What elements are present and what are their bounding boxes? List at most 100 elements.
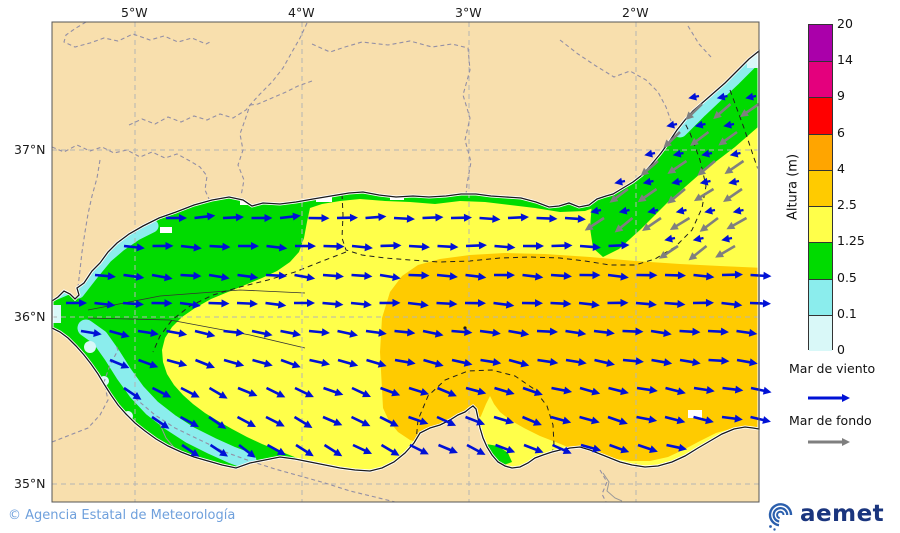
wind-legend-arrow: [808, 394, 850, 402]
wind-arrow: [436, 415, 457, 427]
swell-contour: [729, 89, 759, 173]
swell-arrow: [715, 244, 736, 258]
wind-arrow: [750, 271, 772, 280]
wind-arrow: [464, 299, 486, 308]
wind-arrow: [208, 299, 230, 308]
wind-arrow: [522, 386, 543, 397]
wind-arrow: [223, 328, 245, 337]
wind-arrow: [166, 329, 188, 338]
wind-arrow: [636, 415, 658, 424]
wind-arrow: [323, 443, 343, 457]
wind-arrow: [578, 300, 600, 309]
wind-arrow: [551, 443, 572, 454]
wind-arrow: [479, 214, 501, 223]
copyright-text: © Agencia Estatal de Meteorología: [8, 508, 236, 523]
wind-arrow: [651, 358, 673, 367]
colorbar-title: Altura (m): [785, 153, 801, 221]
wind-arrow: [493, 300, 515, 309]
admin-border: [77, 159, 101, 288]
wind-arrow: [208, 386, 228, 399]
green-west-wedge: [52, 180, 615, 471]
river: [602, 472, 623, 502]
wind-arrow: [721, 300, 743, 309]
wind-arrow-tick: [675, 206, 687, 215]
wind-arrow: [536, 214, 558, 223]
wind-arrow: [237, 386, 258, 397]
swell-contour: [152, 251, 347, 353]
wind-arrow: [438, 443, 458, 454]
wind-arrow-tick: [732, 206, 744, 215]
wind-arrow: [294, 386, 314, 398]
wind-arrow: [166, 358, 188, 368]
wind-arrow: [522, 272, 544, 281]
wind-arrow: [350, 300, 372, 309]
wind-arrow-tick: [618, 206, 630, 215]
wind-arrow: [650, 329, 672, 338]
wind-arrow: [179, 300, 201, 309]
strait-contour-line: [87, 317, 306, 349]
wind-arrow: [593, 328, 615, 337]
swell-arrow: [614, 216, 634, 233]
wind-arrow: [537, 357, 559, 366]
wind-arrow: [507, 213, 529, 222]
wind-arrow: [294, 273, 316, 282]
wind-arrow: [194, 212, 216, 221]
pale-water-patch: [84, 341, 96, 353]
colorbar-level-1.25: 1.25: [837, 233, 865, 249]
swell-arrow: [667, 159, 688, 174]
wind-arrow: [123, 243, 145, 252]
wind-arrow: [151, 299, 173, 308]
white-gap-patch: [688, 410, 702, 418]
colorbar-level-14: 14: [837, 52, 853, 68]
axis-left-label-2: 35°N: [14, 476, 46, 491]
wind-arrow-tick: [699, 177, 711, 186]
wind-arrow-tick: [672, 149, 684, 158]
wind-arrow: [664, 300, 686, 309]
wind-arrow: [465, 241, 487, 250]
swell-arrow: [724, 159, 745, 174]
wind-arrow: [179, 415, 199, 427]
wind-arrow-tick: [666, 120, 678, 129]
wind-arrow: [479, 328, 501, 337]
wind-arrow: [138, 358, 159, 369]
wind-arrow: [664, 415, 686, 425]
wind-arrow: [309, 358, 331, 367]
wind-arrow: [580, 443, 602, 453]
wind-arrow: [251, 329, 273, 338]
map-frame: [51, 21, 760, 503]
wind-arrow: [436, 386, 457, 397]
wind-arrow: [607, 272, 629, 281]
wind-arrow: [236, 299, 258, 308]
wind-arrow-tick: [704, 206, 716, 215]
admin-border: [311, 40, 472, 196]
wind-arrow: [265, 300, 287, 309]
wind-arrow: [493, 415, 515, 425]
wind-arrow: [237, 272, 259, 281]
swell-arrow: [637, 187, 658, 203]
swell-arrow: [693, 187, 715, 202]
swell-arrow: [690, 130, 710, 146]
wind-arrow: [609, 443, 630, 454]
wind-arrow: [222, 213, 244, 222]
wind-arrow: [436, 299, 458, 308]
wind-arrow: [451, 328, 473, 337]
wind-arrow: [423, 358, 444, 368]
wind-arrow-tick: [728, 177, 740, 186]
wind-arrow: [293, 415, 313, 428]
wind-arrow: [238, 443, 256, 458]
wind-arrow: [550, 415, 572, 425]
white-gap-patch: [160, 227, 172, 233]
wind-arrow: [636, 385, 658, 394]
swell-arrow: [685, 103, 703, 120]
admin-border: [128, 104, 251, 126]
swell-arrow: [740, 102, 760, 117]
wind-arrow: [408, 242, 430, 251]
wind-arrow: [266, 243, 288, 252]
wind-arrow: [594, 358, 615, 367]
wind-arrow: [480, 358, 502, 367]
wind-arrow: [664, 271, 686, 280]
wind-arrow-tick: [721, 234, 733, 243]
wind-arrow: [295, 443, 314, 457]
